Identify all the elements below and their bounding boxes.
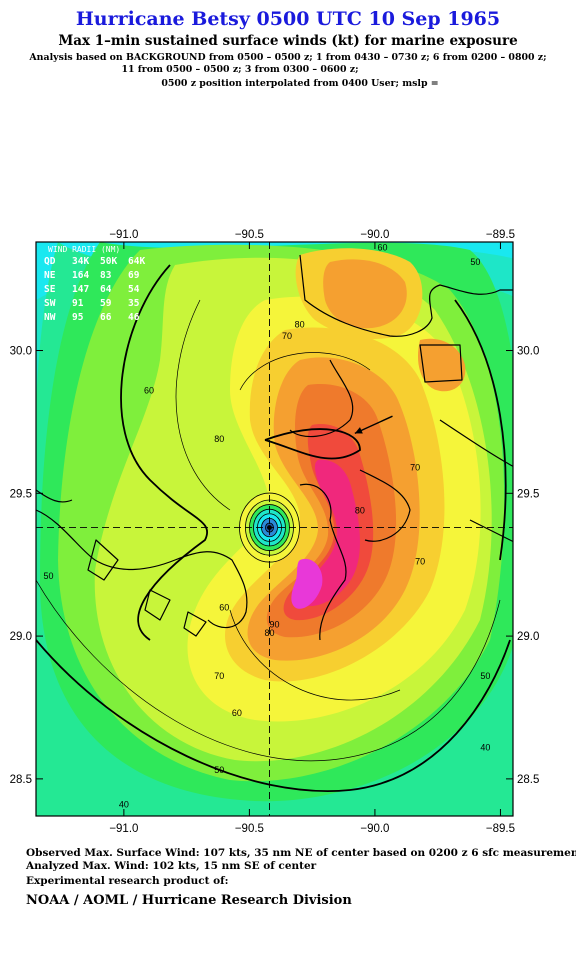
wind-radii-cell: SE [44, 284, 56, 295]
wind-radii-column-header: 50K [100, 256, 117, 267]
contour-thin-3 [229, 609, 401, 701]
coastline [36, 254, 513, 641]
wind-radii-cell: 91 [72, 298, 84, 309]
contour-label: 80 [214, 434, 224, 444]
wind-radii-column-header: 34K [72, 256, 89, 267]
wind-radii-cell: 54 [128, 284, 140, 295]
analysis-line-1: Analysis based on BACKGROUND from 0500 –… [29, 52, 547, 63]
wind-radii-cell: 147 [72, 284, 89, 295]
wind-radii-cell: 46 [128, 312, 140, 323]
contour-label: 50 [470, 257, 480, 267]
contour-label: 60 [232, 708, 242, 718]
x-tick-label-bottom: −90.0 [360, 823, 389, 835]
wind-radii-cell: 83 [100, 270, 112, 281]
contour-thin-1 [36, 579, 501, 762]
contour-label: 80 [355, 505, 365, 515]
y-tick-label-left: 28.5 [10, 774, 32, 786]
organization-credit: NOAA / AOML / Hurricane Research Divisio… [26, 893, 352, 908]
coastline-segment-6 [439, 419, 513, 467]
contour-label: 70 [410, 462, 420, 472]
coastline-segment-7 [469, 519, 513, 543]
contour-thin-0 [175, 299, 231, 511]
motion-arrow-head [354, 427, 363, 434]
x-tick-label-top: −91.0 [109, 229, 138, 241]
overlays [36, 242, 513, 816]
coastline-segment-8 [87, 539, 119, 581]
y-tick-label-left: 29.0 [10, 631, 32, 643]
analyzed-max-wind: Analyzed Max. Wind: 102 kts, 15 nm SE of… [26, 860, 317, 872]
wind-radii-cell: 59 [100, 298, 112, 309]
contour-label: 70 [214, 671, 224, 681]
coastline-segment-3 [289, 359, 354, 438]
coastline-segment-4 [299, 483, 347, 641]
contour-label: 90 [269, 620, 279, 630]
contour-label: 80 [295, 320, 305, 330]
contour-label: 70 [282, 331, 292, 341]
contour-label: 50 [214, 765, 224, 775]
coastline-segment-2 [299, 254, 513, 337]
analysis-line-2: 11 from 0500 – 0500 z; 3 from 0300 – 060… [121, 64, 359, 75]
y-tick-label-left: 29.5 [10, 488, 32, 500]
axes: −91.0 −91.0 −90.5 −90.5 −90.0 −90.0 −89.5 −89.5… [10, 229, 540, 835]
x-tick-label-top: −90.0 [360, 229, 389, 241]
wind-band-c100 [291, 558, 323, 609]
contour-label: 60 [144, 385, 154, 395]
wind-radii-title: WIND RADII (NM) [48, 245, 120, 254]
coastline-segment-1 [36, 489, 73, 503]
y-tick-label-right: 30.0 [517, 346, 539, 358]
contour-thin-2 [239, 352, 371, 391]
contour-label: 40 [480, 742, 490, 752]
wind-band-e-80 [417, 338, 466, 392]
y-tick-label-left: 30.0 [10, 346, 32, 358]
wind-radii-cell: 164 [72, 270, 89, 281]
contour-line-1 [36, 639, 511, 792]
observed-max-wind: Observed Max. Surface Wind: 107 kts, 35 … [26, 847, 576, 859]
coastline-segment-9 [144, 589, 171, 621]
wind-radii-cell: NE [44, 270, 56, 281]
wind-radii-cell: 95 [72, 312, 84, 323]
analysis-line-3: 0500 z position interpolated from 0400 U… [161, 78, 439, 89]
y-tick-label-right: 29.0 [517, 631, 539, 643]
x-tick-label-top: −89.5 [486, 229, 515, 241]
x-tick-label-top: −90.5 [235, 229, 264, 241]
coastline-segment-11 [419, 344, 463, 383]
wind-band-c95 [297, 459, 360, 607]
chart-subtitle: Max 1–min sustained surface winds (kt) f… [58, 33, 518, 49]
contour-label: 40 [119, 799, 129, 809]
chart-title: Hurricane Betsy 0500 UTC 10 Sep 1965 [75, 8, 501, 30]
plot-frame [35, 241, 514, 817]
x-tick-label-bottom: −89.5 [486, 823, 515, 835]
contour-label: 70 [415, 557, 425, 567]
contour-line-2 [454, 299, 507, 561]
wind-radii-column-header: QD [44, 256, 56, 267]
experimental-note: Experimental research product of: [26, 875, 229, 887]
wind-radii-cell: 35 [128, 298, 140, 309]
contour-label: 60 [219, 602, 229, 612]
contour-label: 50 [480, 671, 490, 681]
wind-radii-cell: 64 [100, 284, 112, 295]
wind-radii-column-header: 64K [128, 256, 145, 267]
contour-line-0 [120, 264, 209, 641]
x-tick-label-bottom: −91.0 [109, 823, 138, 835]
coastline-segment-10 [183, 611, 207, 637]
wind-speed-field [36, 242, 513, 816]
contour-label: 50 [44, 571, 54, 581]
wind-band-ne-80 [323, 259, 407, 329]
wind-radii-cell: SW [44, 298, 56, 309]
coastline-segment-5 [359, 469, 411, 542]
wind-radii-table: WIND RADII (NM) QD 34K 50K 64K NE 164 83 69 SE 147… [44, 245, 145, 323]
wind-radii-cell: NW [44, 312, 56, 323]
contour-line-3 [264, 428, 361, 460]
y-tick-label-right: 28.5 [517, 774, 539, 786]
x-tick-label-bottom: −90.5 [235, 823, 264, 835]
contour-label: 60 [377, 243, 387, 253]
coastline-segment-0 [36, 509, 248, 629]
wind-radii-cell: 66 [100, 312, 112, 323]
wind-radii-cell: 69 [128, 270, 140, 281]
y-tick-label-right: 29.5 [517, 488, 539, 500]
